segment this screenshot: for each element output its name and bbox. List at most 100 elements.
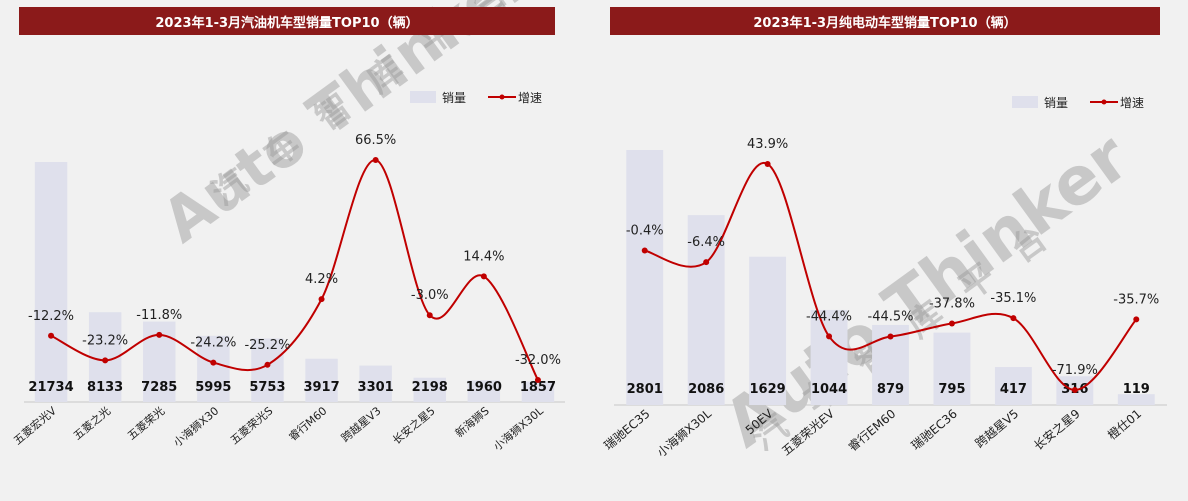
chart-svg-ev: 销量 增速 2801 瑞驰EC35 2086 小海狮X30L 1629 50EV 1044 五菱荣… <box>601 96 1167 460</box>
bar-6 <box>994 367 1032 405</box>
x-tick-label: 瑞驰EC36 <box>909 407 960 453</box>
growth-point-1 <box>102 357 109 364</box>
growth-point-0 <box>48 332 55 339</box>
legend-swatch-bar <box>1012 96 1038 108</box>
x-tick-label: 长安之星5 <box>390 404 438 448</box>
bar-3 <box>197 335 230 402</box>
growth-point-8 <box>480 273 487 280</box>
bar-value-label: 2198 <box>412 380 448 395</box>
chart-panel-ev: 2023年1-3月纯电动车型销量TOP10（辆） 销量 增速 2801 瑞驰EC35 2… <box>594 0 1188 501</box>
x-tick-label: 长安之星9 <box>1030 406 1082 453</box>
bar-value-label: 1857 <box>520 380 556 395</box>
legend-line-marker <box>499 94 505 100</box>
bar-0 <box>34 162 68 402</box>
growth-label: 14.4% <box>463 249 504 264</box>
growth-label: -23.2% <box>82 333 128 348</box>
bar-8 <box>1117 394 1155 405</box>
growth-label: -44.5% <box>868 310 914 325</box>
x-tick-label: 50EV <box>743 406 776 437</box>
x-tick-label: 五菱荣光 <box>124 404 167 443</box>
growth-point-8 <box>1133 316 1140 323</box>
legend-line-marker <box>1101 99 1107 105</box>
bar-value-label: 3917 <box>303 380 339 395</box>
growth-line <box>50 159 539 381</box>
bar-7 <box>413 377 446 402</box>
growth-point-3 <box>826 333 833 340</box>
growth-point-9 <box>534 377 541 383</box>
growth-point-6 <box>1010 315 1017 322</box>
growth-point-7 <box>426 312 433 319</box>
growth-label: -11.8% <box>136 308 182 323</box>
bar-value-label: 7285 <box>141 380 177 395</box>
growth-label: -6.4% <box>687 235 725 250</box>
bar-value-label: 1629 <box>750 382 786 397</box>
x-tick-label: 五菱之光 <box>70 404 113 443</box>
growth-label: 4.2% <box>305 272 338 287</box>
growth-point-4 <box>887 333 894 340</box>
bar-value-label: 119 <box>1123 382 1150 397</box>
growth-label: -24.2% <box>190 336 236 351</box>
growth-line <box>644 161 1138 392</box>
growth-label: -35.1% <box>990 291 1036 306</box>
growth-label: -25.2% <box>244 338 290 353</box>
bar-5 <box>933 332 971 405</box>
chart-svg-gasoline: 销量 增速 21734 五菱宏光V 8133 五菱之光 7285 五菱荣光 5995 小海狮X30… <box>11 91 565 453</box>
x-tick-label: 小海狮X30L <box>654 406 715 460</box>
bar-3 <box>810 309 848 405</box>
bar-value-label: 5995 <box>195 380 231 395</box>
growth-point-5 <box>948 320 955 327</box>
growth-label: -37.8% <box>929 296 975 311</box>
growth-label: 43.9% <box>747 137 788 152</box>
bar-5 <box>305 358 338 402</box>
x-tick-label: 睿行M60 <box>286 404 330 444</box>
bar-value-label: 2086 <box>688 382 724 397</box>
bar-value-label: 2801 <box>627 382 663 397</box>
growth-label: -44.4% <box>806 309 852 324</box>
chart-panel-gasoline: 2023年1-3月汽油机车型销量TOP10（辆） 销量 增速 21734 五菱宏光V 8… <box>0 0 585 501</box>
growth-point-3 <box>210 359 217 366</box>
bar-value-label: 21734 <box>28 380 73 395</box>
growth-label: -0.4% <box>626 223 664 238</box>
bar-value-label: 3301 <box>358 380 394 395</box>
bar-9 <box>521 381 555 402</box>
growth-label: -3.0% <box>411 288 449 303</box>
bar-value-label: 5753 <box>249 380 285 395</box>
bar-6 <box>359 365 392 402</box>
bar-value-label: 879 <box>877 382 904 397</box>
growth-label: -12.2% <box>28 309 74 324</box>
x-tick-label: 五菱荣光S <box>227 404 275 448</box>
x-tick-label: 五菱宏光V <box>11 403 60 447</box>
bar-value-label: 417 <box>1000 382 1027 397</box>
growth-label: -32.0% <box>515 353 561 368</box>
legend-swatch-bar <box>410 91 436 103</box>
x-tick-label: 小海狮X30 <box>170 404 221 450</box>
bar-2 <box>749 256 787 405</box>
growth-point-2 <box>156 331 163 338</box>
growth-label: -35.7% <box>1113 292 1159 307</box>
x-tick-label: 橙仕01 <box>1104 406 1144 443</box>
x-tick-label: 新海狮S <box>452 404 492 440</box>
bar-value-label: 1044 <box>811 382 847 397</box>
growth-point-4 <box>264 361 271 368</box>
x-tick-label: 跨越星V3 <box>338 404 383 445</box>
bar-value-label: 1960 <box>466 380 502 395</box>
legend-label-line: 增速 <box>518 91 542 105</box>
x-tick-label: 小海狮X30L <box>490 403 546 453</box>
x-tick-label: 跨越星V5 <box>973 407 1022 451</box>
legend-label-bar: 销量 <box>1044 96 1068 110</box>
bar-8 <box>467 380 501 402</box>
legend-label-line: 增速 <box>1120 96 1144 110</box>
growth-label: 66.5% <box>355 133 396 148</box>
legend-label-bar: 销量 <box>442 91 466 105</box>
growth-point-2 <box>764 161 771 167</box>
bar-4 <box>251 338 284 402</box>
chart-title: 2023年1-3月纯电动车型销量TOP10（辆） <box>610 7 1160 35</box>
bar-value-label: 795 <box>938 382 965 397</box>
x-tick-label: 瑞驰EC35 <box>601 407 652 453</box>
growth-point-1 <box>703 259 710 266</box>
growth-point-6 <box>372 157 379 163</box>
x-tick-label: 睿行EM60 <box>845 406 898 454</box>
growth-point-7 <box>1071 387 1078 393</box>
bar-value-label: 8133 <box>87 380 123 395</box>
chart-title: 2023年1-3月汽油机车型销量TOP10（辆） <box>19 7 555 35</box>
